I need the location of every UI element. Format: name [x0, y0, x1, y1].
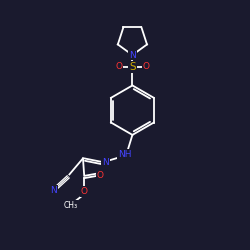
Text: O: O: [81, 187, 88, 196]
Text: O: O: [115, 62, 122, 72]
Text: O: O: [97, 171, 104, 180]
Text: NH: NH: [118, 150, 132, 159]
Text: N: N: [129, 50, 136, 59]
Text: N: N: [50, 186, 57, 195]
Text: S: S: [129, 62, 136, 72]
Text: CH₃: CH₃: [64, 201, 78, 210]
Text: O: O: [142, 62, 150, 72]
Text: N: N: [102, 158, 108, 166]
